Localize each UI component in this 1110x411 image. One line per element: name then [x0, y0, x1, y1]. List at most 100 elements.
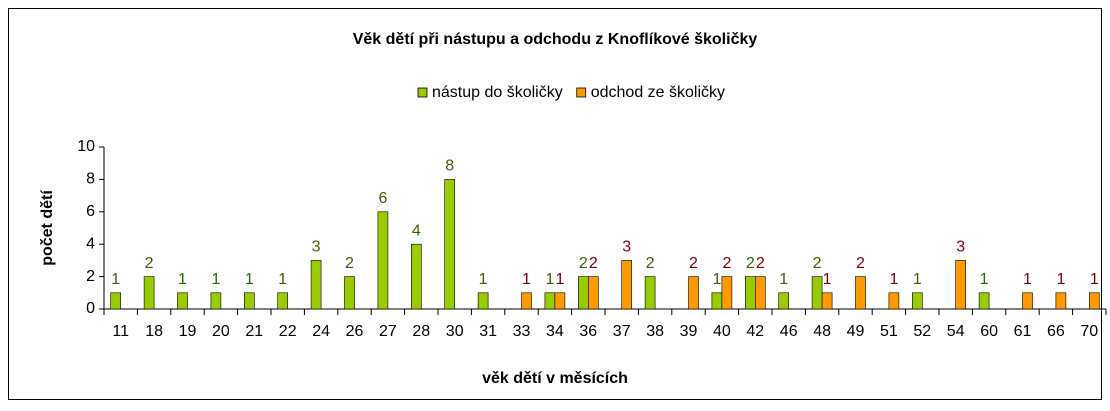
value-label: 1	[889, 271, 898, 288]
bar	[1022, 292, 1033, 310]
x-tick-label: 42	[746, 323, 764, 340]
value-label: 2	[756, 255, 765, 272]
value-label: 1	[980, 271, 989, 288]
bar	[177, 292, 188, 310]
bar	[210, 292, 222, 310]
bar	[855, 276, 866, 310]
value-label: 2	[646, 255, 655, 272]
legend-label: odchod ze školičky	[591, 84, 725, 101]
x-tick-label: 21	[245, 323, 263, 340]
y-tick-label: 10	[77, 138, 95, 155]
bar	[544, 292, 556, 310]
value-label: 2	[345, 255, 354, 272]
x-tick-label: 70	[1080, 323, 1098, 340]
bar	[711, 292, 723, 310]
value-label: 1	[522, 271, 531, 288]
x-tick-label: 38	[646, 323, 664, 340]
bar	[444, 179, 456, 310]
y-axis-title: počet dětí	[39, 190, 56, 266]
value-label: 2	[856, 255, 865, 272]
x-tick-label: 51	[880, 323, 898, 340]
x-axis-title: věk dětí v měsících	[482, 370, 628, 387]
x-tick-label: 60	[980, 323, 998, 340]
x-tick-label: 48	[813, 323, 831, 340]
value-label: 1	[1023, 271, 1032, 288]
value-label: 1	[779, 271, 788, 288]
bar	[721, 276, 733, 310]
value-label: 1	[211, 271, 220, 288]
value-label: 1	[479, 271, 488, 288]
bar	[744, 276, 756, 310]
x-tick-label: 19	[179, 323, 197, 340]
y-tick-label: 6	[86, 203, 95, 220]
bar	[344, 276, 355, 310]
bar	[477, 292, 489, 310]
value-label: 2	[145, 255, 154, 272]
value-label: 1	[913, 271, 922, 288]
value-label: 2	[813, 255, 822, 272]
x-tick-label: 37	[613, 323, 631, 340]
bar	[621, 260, 633, 310]
bar	[811, 276, 823, 310]
bar	[955, 260, 967, 310]
x-tick-label: 54	[947, 323, 965, 340]
value-label: 1	[278, 271, 287, 288]
x-tick-label: 22	[279, 323, 297, 340]
bar	[888, 292, 900, 310]
y-tick-label: 4	[86, 235, 95, 252]
bar	[911, 292, 923, 310]
value-label: 8	[445, 158, 454, 175]
y-tick-label: 2	[86, 268, 95, 285]
value-label: 1	[178, 271, 187, 288]
bar	[978, 292, 990, 310]
value-label: 1	[1056, 271, 1065, 288]
x-tick-label: 20	[212, 323, 230, 340]
bar	[244, 292, 255, 310]
bar	[688, 276, 699, 310]
x-tick-label: 52	[913, 323, 931, 340]
value-label: 1	[545, 271, 554, 288]
x-tick-label: 49	[847, 323, 865, 340]
bar	[644, 276, 656, 310]
value-label: 1	[245, 271, 254, 288]
value-label: 1	[823, 271, 832, 288]
bar	[778, 292, 790, 310]
bar	[554, 292, 566, 310]
x-tick-label: 61	[1014, 323, 1032, 340]
chart-border	[8, 8, 1102, 400]
x-tick-label: 34	[546, 323, 564, 340]
x-tick-label: 18	[145, 323, 163, 340]
value-label: 2	[689, 255, 698, 272]
value-label: 3	[312, 239, 321, 256]
x-tick-label: 66	[1047, 323, 1065, 340]
bar	[310, 260, 322, 310]
x-tick-label: 27	[379, 323, 397, 340]
value-label: 1	[1090, 271, 1099, 288]
bar	[377, 211, 389, 310]
bar	[521, 292, 532, 310]
x-tick-label: 39	[680, 323, 698, 340]
value-label: 2	[579, 255, 588, 272]
x-tick-label: 26	[346, 323, 364, 340]
x-tick-label: 28	[412, 323, 430, 340]
x-tick-label: 30	[446, 323, 464, 340]
value-label: 2	[589, 255, 598, 272]
bar	[1055, 292, 1067, 310]
legend-swatch	[576, 87, 587, 98]
legend-label: nástup do školičky	[432, 84, 563, 101]
bar	[1089, 292, 1100, 310]
chart-title: Věk dětí při nástupu a odchodu z Knoflík…	[353, 31, 758, 48]
x-tick-label: 11	[112, 323, 129, 340]
value-label: 2	[746, 255, 755, 272]
value-label: 2	[722, 255, 731, 272]
value-label: 3	[622, 239, 631, 256]
x-tick-label: 40	[713, 323, 731, 340]
x-tick-label: 33	[513, 323, 531, 340]
value-label: 1	[111, 271, 120, 288]
bar	[277, 292, 289, 310]
bar	[754, 276, 766, 310]
value-label: 1	[555, 271, 564, 288]
bar	[821, 292, 833, 310]
y-tick-label: 8	[86, 171, 95, 188]
